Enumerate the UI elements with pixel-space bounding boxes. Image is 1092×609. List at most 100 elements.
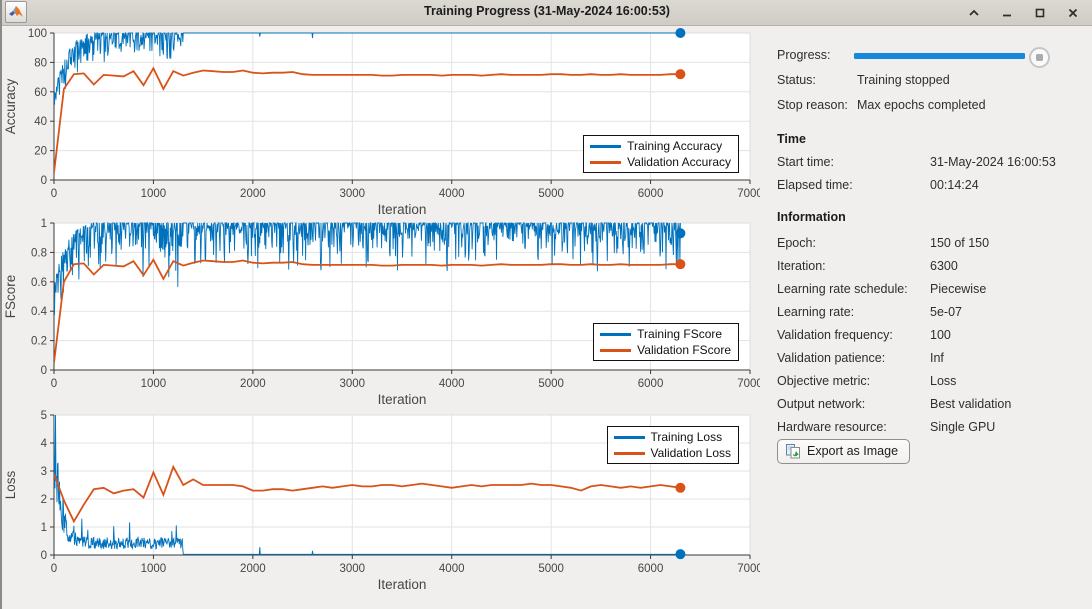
series-group [54, 222, 681, 363]
y-tick-label: 60 [34, 87, 47, 99]
stop-reason-label: Stop reason: [777, 98, 848, 112]
x-tick-label: 4000 [439, 378, 465, 390]
information-section-header: Information [777, 210, 846, 224]
legend-label: Training Loss [650, 430, 723, 444]
collapse-icon[interactable] [967, 6, 981, 20]
validation-series-line [54, 66, 681, 173]
training-series-line [54, 414, 681, 555]
status-label: Status: [777, 73, 816, 87]
fscore-legend[interactable]: Training FScore Validation FScore [593, 323, 739, 361]
x-axis-label: Iteration [378, 577, 427, 592]
y-tick-label: 4 [41, 438, 48, 450]
info-row: Iteration: 6300 [777, 259, 958, 273]
stop-reason-value: Max epochs completed [857, 98, 986, 112]
x-tick-label: 7000 [737, 563, 760, 575]
stop-button[interactable] [1029, 47, 1050, 68]
x-tick-label: 1000 [141, 188, 167, 200]
window-title: Training Progress (31-May-2024 16:00:53) [424, 4, 670, 18]
series-group [54, 32, 681, 173]
x-tick-label: 4000 [439, 188, 465, 200]
info-row: Learning rate: 5e-07 [777, 305, 962, 319]
training-end-marker [675, 549, 686, 560]
info-row: Epoch: 150 of 150 [777, 236, 990, 250]
loss-chart: 0 1000 2000 3000 4000 5000 6000 7000 0 1 2 3 4 5 Loss I… [2, 407, 760, 602]
x-tick-label: 0 [51, 563, 57, 575]
y-tick-label: 0.4 [31, 306, 48, 318]
close-icon[interactable] [1066, 6, 1080, 20]
y-axis-label: Loss [3, 470, 18, 499]
validation-end-marker [675, 259, 686, 270]
fscore-chart: 0 1000 2000 3000 4000 5000 6000 7000 0 0.2 0.4 0.6 0… [2, 215, 760, 407]
x-tick-label: 7000 [737, 378, 760, 390]
maximize-icon[interactable] [1033, 6, 1047, 20]
title-bar: Training Progress (31-May-2024 16:00:53) [2, 0, 1092, 26]
x-tick-label: 5000 [538, 378, 564, 390]
info-row: Validation patience: Inf [777, 351, 944, 365]
window-controls [967, 0, 1080, 25]
x-tick-label: 2000 [240, 563, 266, 575]
y-axis-label: Accuracy [3, 78, 18, 134]
legend-label: Validation Accuracy [627, 155, 731, 169]
x-tick-label: 1000 [141, 378, 167, 390]
training-series-line [54, 32, 681, 105]
accuracy-legend[interactable]: Training Accuracy Validation Accuracy [583, 135, 739, 173]
training-end-marker [675, 28, 686, 38]
validation-series-line [54, 464, 681, 524]
validation-line-sample [600, 348, 632, 352]
status-value: Training stopped [857, 73, 950, 87]
time-section-header: Time [777, 132, 806, 146]
training-line-sample [590, 144, 622, 148]
export-image-icon [786, 444, 800, 459]
validation-end-marker [675, 69, 686, 80]
validation-series-line [54, 258, 681, 363]
start-time-value: 31-May-2024 16:00:53 [930, 155, 1056, 169]
info-row: Validation frequency: 100 [777, 328, 951, 342]
training-series-line [54, 222, 681, 316]
y-tick-label: 0.6 [31, 277, 47, 289]
y-tick-label: 20 [34, 146, 47, 158]
y-tick-label: 3 [41, 466, 47, 478]
y-tick-label: 100 [28, 28, 47, 40]
fscore-plot: 0 1000 2000 3000 4000 5000 6000 7000 0 0.2 0.4 0.6 0… [3, 218, 760, 407]
validation-line-sample [590, 160, 622, 164]
y-tick-label: 2 [41, 494, 47, 506]
matlab-icon[interactable] [5, 1, 27, 23]
x-axis-label: Iteration [378, 392, 427, 407]
x-tick-label: 5000 [538, 188, 564, 200]
y-tick-label: 80 [34, 57, 47, 69]
export-button-label: Export as Image [807, 444, 899, 458]
x-tick-label: 6000 [638, 188, 664, 200]
x-tick-label: 4000 [439, 563, 465, 575]
y-tick-label: 0.2 [31, 336, 47, 348]
validation-end-marker [675, 482, 686, 493]
progress-bar [854, 53, 1025, 59]
info-row: Objective metric: Loss [777, 374, 957, 388]
loss-legend[interactable]: Training Loss Validation Loss [606, 426, 739, 464]
x-tick-label: 6000 [638, 378, 664, 390]
export-as-image-button[interactable]: Export as Image [777, 439, 911, 464]
training-end-marker [675, 228, 686, 239]
legend-label: Training Accuracy [627, 139, 723, 153]
legend-label: Training FScore [637, 327, 723, 341]
y-tick-label: 0 [41, 365, 47, 377]
x-tick-label: 3000 [339, 378, 365, 390]
progress-label: Progress: [777, 48, 831, 62]
y-tick-label: 5 [41, 410, 47, 422]
x-tick-label: 2000 [240, 378, 266, 390]
info-row: Learning rate schedule: Piecewise [777, 282, 987, 296]
training-line-sample [613, 435, 645, 439]
x-tick-label: 0 [51, 188, 57, 200]
x-tick-label: 1000 [141, 563, 167, 575]
accuracy-plot: 0 1000 2000 3000 4000 5000 6000 7000 0 20 40 60 80 10… [3, 28, 760, 217]
x-tick-label: 7000 [737, 188, 760, 200]
x-tick-label: 2000 [240, 188, 266, 200]
y-tick-label: 1 [41, 522, 47, 534]
y-tick-label: 0 [41, 550, 47, 562]
info-row: Hardware resource: Single GPU [777, 420, 996, 434]
elapsed-time-label: Elapsed time: [777, 178, 853, 192]
start-time-label: Start time: [777, 155, 834, 169]
minimize-icon[interactable] [1000, 6, 1014, 20]
y-tick-label: 40 [34, 116, 47, 128]
x-tick-label: 3000 [339, 188, 365, 200]
